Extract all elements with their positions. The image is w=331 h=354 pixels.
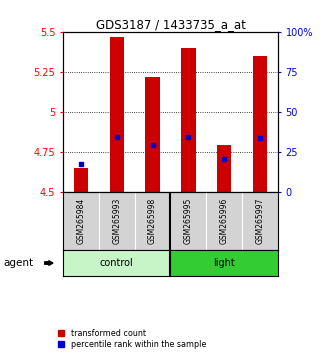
Bar	[170, 250, 278, 276]
Text: GSM265993: GSM265993	[112, 198, 121, 244]
Title: GDS3187 / 1433735_a_at: GDS3187 / 1433735_a_at	[96, 18, 245, 31]
Text: light: light	[213, 258, 235, 268]
Bar	[145, 77, 160, 192]
Text: GSM265996: GSM265996	[220, 198, 229, 244]
Bar	[110, 37, 124, 192]
Bar	[73, 168, 88, 192]
Text: control: control	[100, 258, 133, 268]
Text: GSM265997: GSM265997	[256, 198, 264, 244]
Bar	[253, 56, 267, 192]
Bar	[63, 250, 170, 276]
Bar	[217, 145, 231, 192]
Text: agent: agent	[3, 258, 33, 268]
Legend: transformed count, percentile rank within the sample: transformed count, percentile rank withi…	[57, 328, 207, 350]
Text: GSM265984: GSM265984	[76, 198, 85, 244]
Text: GSM265998: GSM265998	[148, 198, 157, 244]
Text: GSM265995: GSM265995	[184, 198, 193, 244]
Bar	[181, 48, 196, 192]
